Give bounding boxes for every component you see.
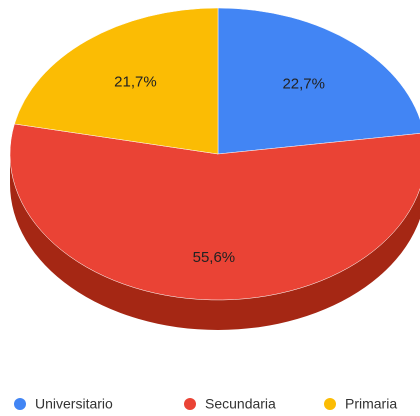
legend-swatch — [184, 398, 196, 410]
legend-swatch — [324, 398, 336, 410]
pie-slice — [9, 123, 420, 301]
value-label: 55,6% — [193, 249, 236, 266]
pie-side — [10, 154, 420, 330]
value-label: 22,7% — [282, 75, 325, 92]
legend-label: Universitario — [35, 396, 113, 412]
pie-slice — [14, 7, 219, 155]
legend-label: Secundaria — [205, 396, 276, 412]
pie-slice — [217, 7, 420, 155]
value-label: 21,7% — [114, 74, 157, 91]
legend-label: Primaria — [345, 396, 397, 412]
legend-swatch — [14, 398, 26, 410]
